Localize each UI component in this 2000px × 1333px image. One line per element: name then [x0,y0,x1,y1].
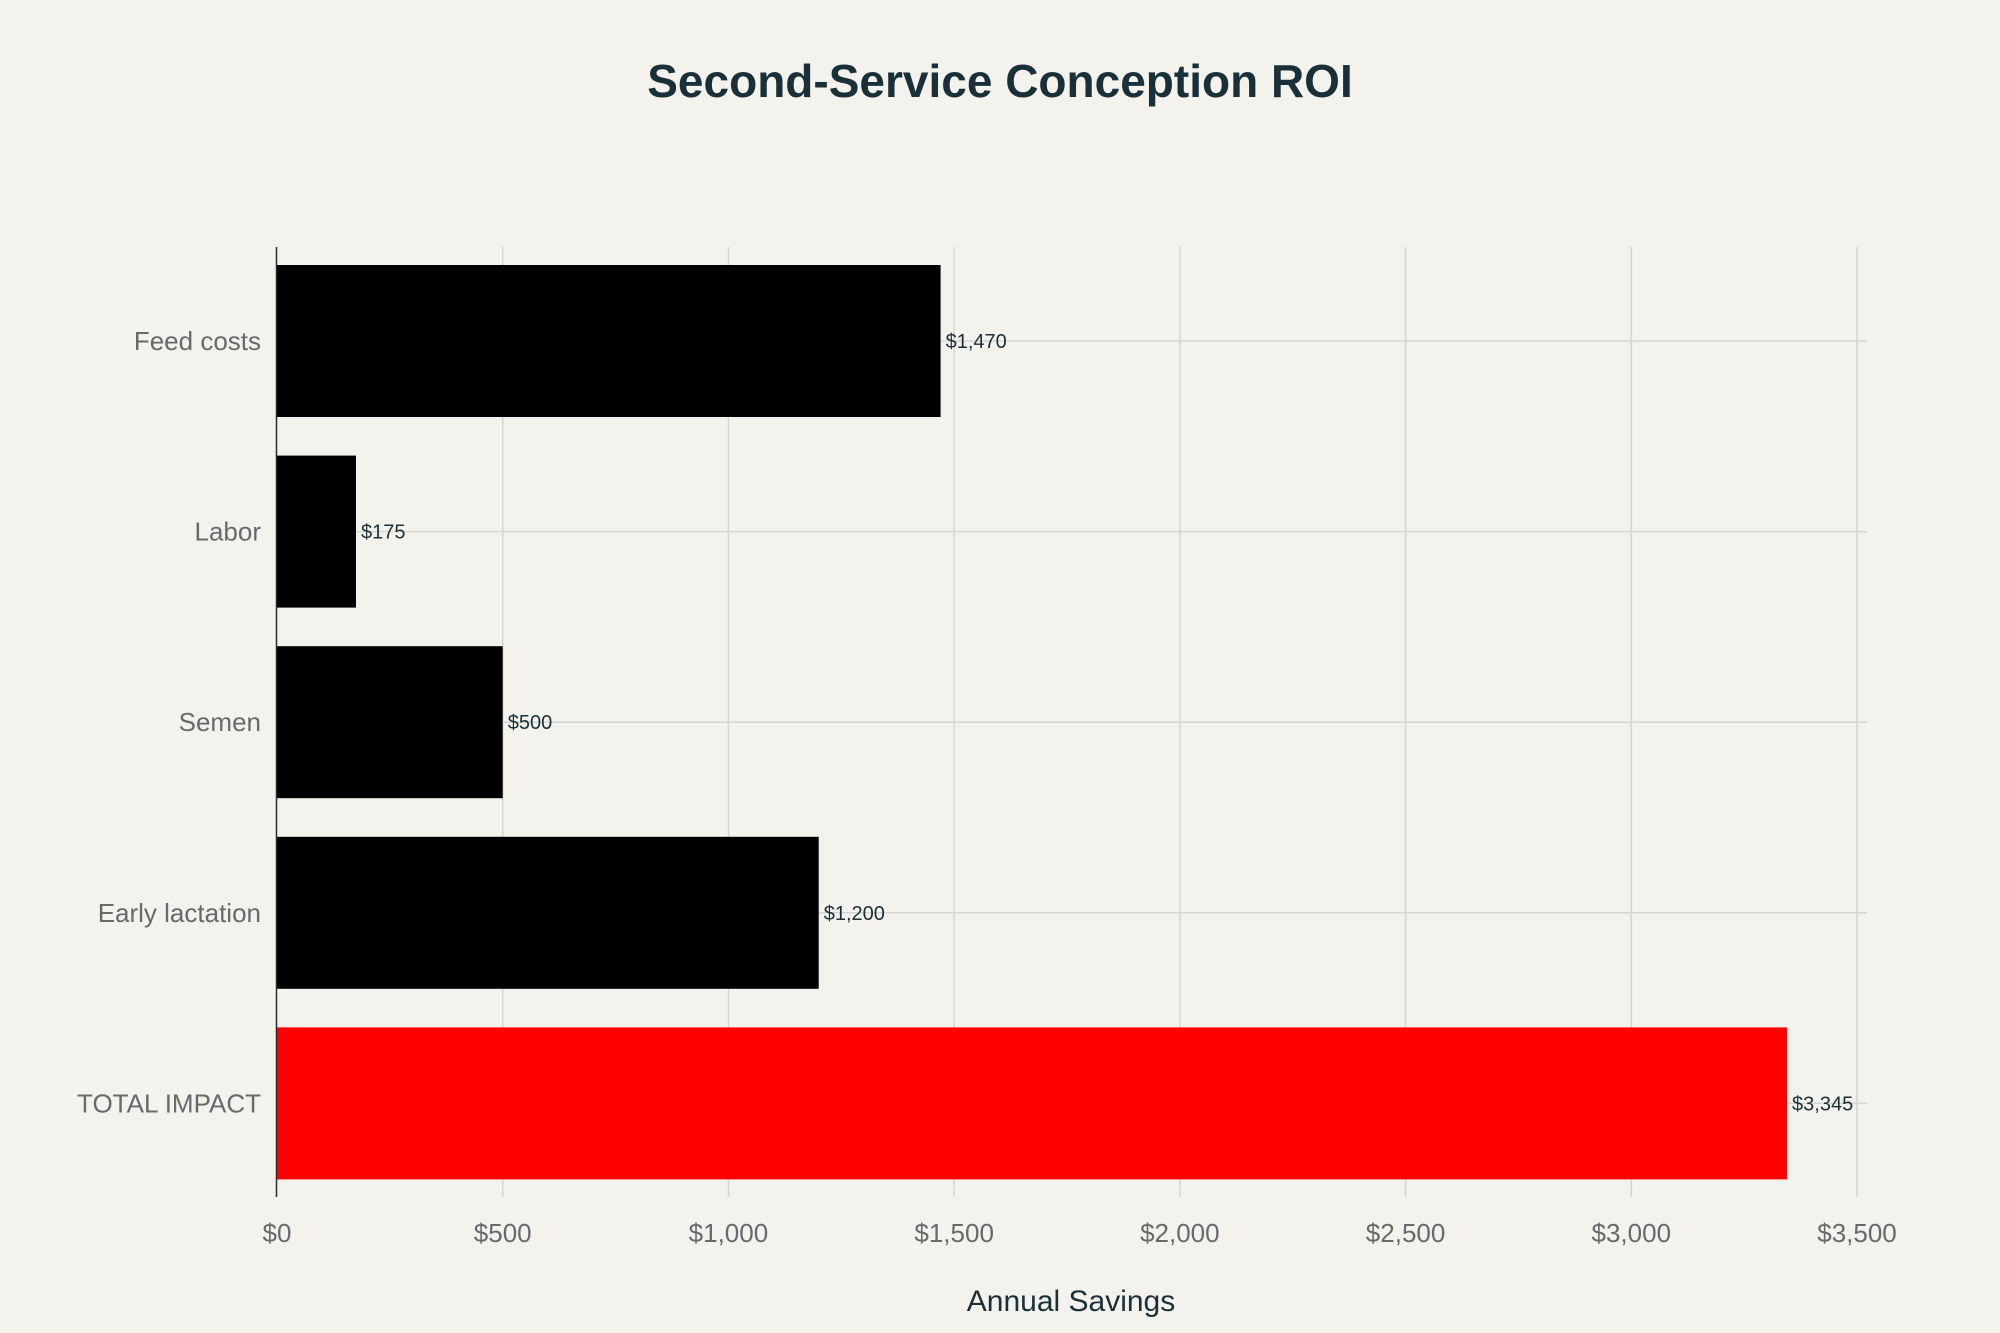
x-tick-label: $500 [474,1218,532,1248]
bar [277,836,819,989]
x-tick-label: $3,500 [1817,1218,1897,1248]
category-label: Semen [179,707,261,737]
x-tick-label: $2,000 [1140,1218,1220,1248]
x-tick-labels: $0 $500 $1,000 $1,500 $2,000 $2,500 $3,000 $3,5… [263,1218,1897,1248]
value-label: $1,470 [946,331,1007,353]
x-axis-title: Annual Savings [967,1285,1175,1318]
value-label: $500 [508,712,553,734]
bar [277,455,356,608]
x-tick-label: $1,000 [689,1218,769,1248]
x-tick-label: $0 [263,1218,292,1248]
x-tick-label: $2,500 [1366,1218,1446,1248]
x-tick-label: $1,500 [914,1218,994,1248]
bar [277,1027,1788,1180]
bar [277,265,941,417]
value-label: $3,345 [1792,1093,1853,1115]
value-label: $175 [361,522,406,544]
category-label: TOTAL IMPACT [77,1088,261,1118]
category-labels: Feed costs Labor Semen Early lactation TOTAL… [77,326,261,1118]
value-label: $1,200 [824,903,885,925]
category-label: Early lactation [98,898,261,928]
bar [277,646,503,799]
x-tick-label: $3,000 [1592,1218,1672,1248]
category-label: Labor [195,517,262,547]
category-label: Feed costs [134,326,261,356]
bars-layer [277,265,1788,1180]
value-labels: $1,470 $175 $500 $1,200 $3,345 [361,331,1853,1115]
chart-title: Second-Service Conception ROI [647,55,1352,107]
